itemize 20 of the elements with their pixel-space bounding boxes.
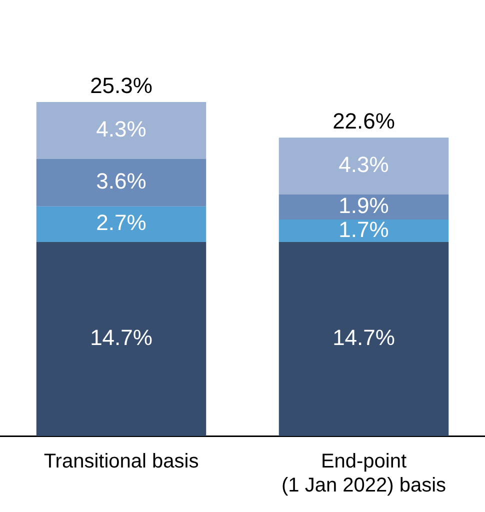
- bar: [36, 206, 206, 242]
- data-label: 4.3%: [338, 152, 389, 178]
- bar: [278, 194, 449, 220]
- data-label: 1.7%: [338, 216, 389, 242]
- bar: [36, 158, 206, 206]
- bar: [36, 102, 206, 159]
- data-label: 14.7%: [90, 325, 152, 350]
- x-tick-label: End-point (1 Jan 2022) basis: [281, 450, 446, 497]
- bar: [278, 138, 449, 194]
- data-label: 2.7%: [96, 210, 146, 236]
- data-label: 14.7%: [332, 325, 395, 350]
- bar: [278, 242, 449, 436]
- data-label: 1.9%: [338, 193, 389, 218]
- total-label: 25.3%: [90, 73, 152, 98]
- bar: [278, 220, 449, 242]
- data-label: 3.6%: [96, 168, 146, 194]
- x-tick-label: Transitional basis: [44, 450, 199, 473]
- total-label: 22.6%: [332, 108, 395, 134]
- bar: [36, 242, 206, 436]
- data-label: 4.3%: [96, 116, 146, 142]
